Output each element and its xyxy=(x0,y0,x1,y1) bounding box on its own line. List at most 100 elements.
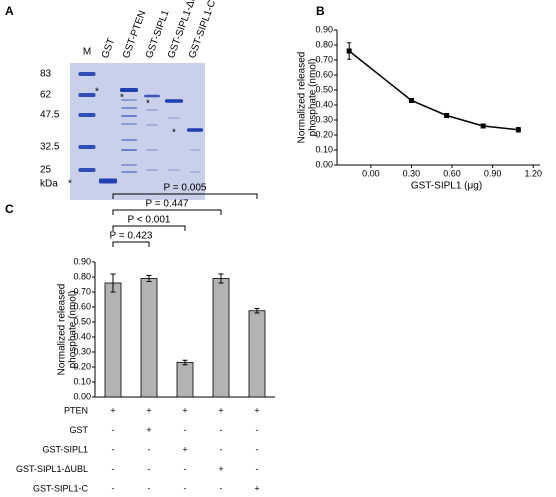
p-value: P < 0.001 xyxy=(128,215,171,226)
y-axis-title: phosphate (nmol) xyxy=(308,59,319,137)
condition-label: GST xyxy=(69,425,88,435)
gel-band xyxy=(146,109,158,111)
condition-sign: + xyxy=(110,405,115,415)
gel-band xyxy=(121,171,137,173)
y-tick-label: 0.10 xyxy=(315,144,333,154)
x-axis-title: GST-SIPL1 (μg) xyxy=(411,181,482,192)
condition-sign: - xyxy=(112,444,115,454)
y-tick-label: 0.80 xyxy=(315,39,333,49)
gel-band xyxy=(121,123,137,125)
asterisk: * xyxy=(146,99,150,110)
gel-band xyxy=(146,124,158,126)
panel-label: A xyxy=(5,4,14,18)
condition-sign: + xyxy=(146,425,151,435)
error-bar xyxy=(110,273,116,293)
bar xyxy=(212,278,230,398)
y-tick-label: 0.50 xyxy=(73,316,91,326)
gel-band xyxy=(121,115,137,117)
gel-band xyxy=(78,113,96,117)
p-value: P = 0.447 xyxy=(146,199,189,210)
condition-label: PTEN xyxy=(64,405,88,415)
marker-unit: kDa xyxy=(40,179,58,190)
panel-label: C xyxy=(5,202,14,216)
gel-band xyxy=(99,178,117,184)
condition-sign: - xyxy=(112,483,115,493)
lane-label: M xyxy=(83,47,91,58)
condition-sign: - xyxy=(256,425,259,435)
error-bar xyxy=(218,273,224,284)
error-bar xyxy=(182,359,188,366)
error-bar xyxy=(146,275,152,282)
condition-sign: - xyxy=(112,425,115,435)
y-tick-label: 0.60 xyxy=(73,301,91,311)
gel-band xyxy=(121,149,137,151)
condition-sign: + xyxy=(254,483,259,493)
gel-band xyxy=(187,128,203,132)
gel-band xyxy=(78,168,96,172)
y-tick-label: 0.90 xyxy=(73,256,91,266)
gel-band xyxy=(121,139,137,141)
y-tick-label: 0.40 xyxy=(315,99,333,109)
x-tick-label: 0.90 xyxy=(484,168,502,178)
y-axis-title: Normalized released xyxy=(57,284,68,376)
y-axis-title: Normalized released xyxy=(297,52,308,144)
y-tick-label: 0.60 xyxy=(315,69,333,79)
gel-image xyxy=(70,63,205,200)
marker-label: 47.5 xyxy=(40,110,60,121)
asterisk: * xyxy=(172,128,176,139)
condition-label: GST-SIPL1-C xyxy=(33,483,89,493)
bar xyxy=(248,310,266,398)
marker-label: 32.5 xyxy=(40,142,60,153)
condition-label: GST-SIPL1-ΔUBL xyxy=(16,464,88,474)
y-tick-label: 0.80 xyxy=(73,271,91,281)
x-tick-label: 0.00 xyxy=(362,168,380,178)
condition-sign: + xyxy=(182,444,187,454)
gel-band xyxy=(121,164,137,166)
condition-sign: - xyxy=(148,464,151,474)
lane-label: GST xyxy=(100,37,117,60)
condition-sign: - xyxy=(220,425,223,435)
y-tick-label: 0.30 xyxy=(315,114,333,124)
y-tick-label: 0.40 xyxy=(73,331,91,341)
gel-band xyxy=(146,169,158,171)
marker-label: 62 xyxy=(40,90,52,101)
asterisk: * xyxy=(68,179,72,190)
point xyxy=(444,113,450,118)
asterisk: * xyxy=(95,87,99,98)
point xyxy=(480,123,486,129)
marker-label: 25 xyxy=(40,165,52,176)
x-tick-label: 1.20 xyxy=(524,168,542,178)
condition-sign: + xyxy=(254,405,259,415)
y-tick-label: 0.50 xyxy=(315,84,333,94)
y-tick-label: 0.20 xyxy=(73,361,91,371)
y-tick-label: 0.10 xyxy=(73,376,91,386)
y-tick-label: 0.70 xyxy=(315,54,333,64)
condition-sign: + xyxy=(218,464,223,474)
gel-band xyxy=(78,145,96,149)
condition-sign: - xyxy=(148,483,151,493)
gel-band xyxy=(165,99,183,103)
gel-band xyxy=(121,99,137,101)
significance-bracket xyxy=(112,225,186,231)
condition-sign: - xyxy=(184,425,187,435)
condition-sign: - xyxy=(256,464,259,474)
p-value: P = 0.005 xyxy=(164,183,207,194)
panel-label: B xyxy=(316,4,325,18)
gel-band xyxy=(144,94,160,98)
gel-band xyxy=(146,149,158,151)
gel-band xyxy=(78,72,96,76)
y-tick-label: 0.00 xyxy=(315,159,333,169)
x-tick-label: 0.60 xyxy=(443,168,461,178)
condition-sign: - xyxy=(256,444,259,454)
gel-band xyxy=(78,93,96,97)
point xyxy=(408,98,414,103)
gel-band xyxy=(190,149,200,151)
line xyxy=(348,50,519,131)
y-tick-label: 0.90 xyxy=(315,24,333,34)
significance-bracket xyxy=(112,241,150,247)
bar xyxy=(176,362,194,398)
gel-band xyxy=(190,171,200,173)
condition-sign: + xyxy=(218,405,223,415)
p-value: P = 0.423 xyxy=(110,231,153,242)
